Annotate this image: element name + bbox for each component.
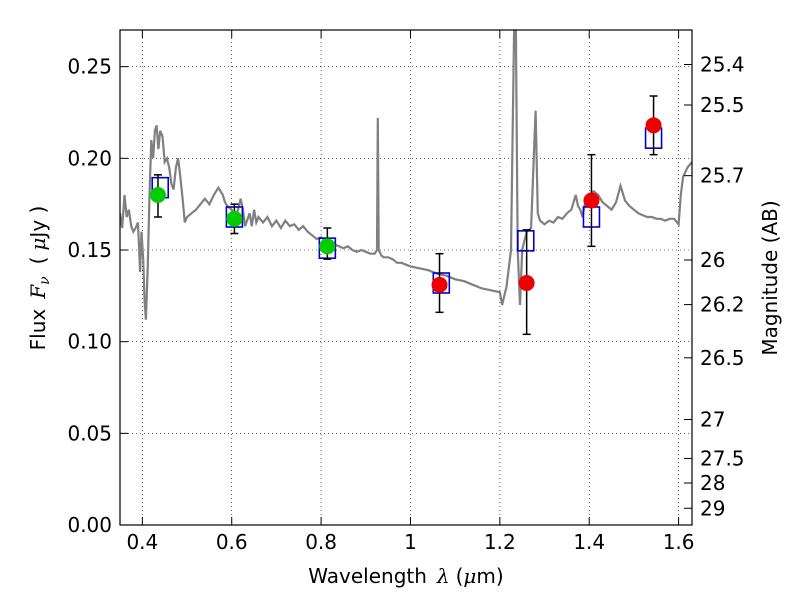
y2-tick-label: 26.5 — [700, 346, 745, 370]
y-axis-title-prefix: Flux — [26, 309, 50, 351]
x-axis-title-symbol: λ — [436, 564, 450, 588]
red-data-point — [645, 117, 662, 134]
x-axis-title-unit-mu: μ — [463, 564, 476, 588]
y-axis-title-symbol: F — [26, 284, 50, 300]
x-tick-label: 1.2 — [484, 530, 516, 554]
x-tick-label: 1.4 — [573, 530, 605, 554]
y-tick-label: 0.15 — [67, 238, 112, 262]
y2-tick-label: 25.5 — [700, 93, 745, 117]
green-data-point — [319, 238, 336, 255]
x-tick-label: 0.6 — [216, 530, 248, 554]
y-tick-label: 0.25 — [67, 55, 112, 79]
y2-tick-label: 26 — [700, 248, 725, 272]
y-tick-label: 0.00 — [67, 513, 112, 537]
plot-frame — [119, 29, 693, 526]
y2-tick-label: 27 — [700, 408, 725, 432]
y2-axis-title: Magnitude (AB) — [758, 200, 782, 355]
green-data-point — [149, 187, 166, 203]
y2-tick-label: 25.4 — [700, 52, 745, 76]
y2-tick-label: 27.5 — [700, 446, 745, 470]
y2-tick-label: 29 — [700, 496, 725, 520]
plot-background — [120, 30, 692, 525]
x-tick-label: 0.8 — [305, 530, 337, 554]
y-tick-label: 0.20 — [67, 146, 112, 170]
red-data-point — [518, 275, 535, 291]
y-axis-title-unit-open: ( — [26, 257, 50, 265]
red-data-point — [431, 276, 448, 293]
y-tick-label: 0.10 — [67, 330, 112, 354]
y-tick-label: 0.05 — [67, 421, 112, 445]
y-axis-title-unit-rest: Jy ) — [26, 206, 50, 240]
green-data-point — [226, 210, 243, 227]
y2-tick-label: 26.2 — [700, 293, 745, 317]
x-axis-title-unit-open: ( — [456, 564, 464, 588]
y-axis: 0.00 0.05 0.10 0.15 0.20 0.25 — [67, 55, 128, 537]
y2-tick-label: 25.7 — [700, 164, 745, 188]
y-axis-title-unit-mu: μ — [26, 238, 50, 251]
x-tick-label: 1.6 — [663, 530, 695, 554]
x-axis-title-prefix: Wavelength — [308, 564, 427, 588]
x-tick-label: 0.4 — [126, 530, 158, 554]
y2-tick-label: 28 — [700, 471, 725, 495]
x-axis-title: Wavelength λ (μm) — [308, 564, 503, 588]
y-axis-title: Flux Fν ( μJy ) — [26, 206, 53, 351]
x-axis: 0.4 0.6 0.8 1 1.2 1.4 1.6 — [126, 30, 695, 554]
x-tick-label: 1 — [404, 530, 417, 554]
observed-points — [149, 117, 662, 293]
x-axis-title-unit-rest: m) — [476, 564, 503, 588]
model-magnitude-square — [516, 230, 535, 252]
y-axis-title-subscript: ν — [37, 276, 53, 285]
red-data-point — [583, 192, 600, 209]
